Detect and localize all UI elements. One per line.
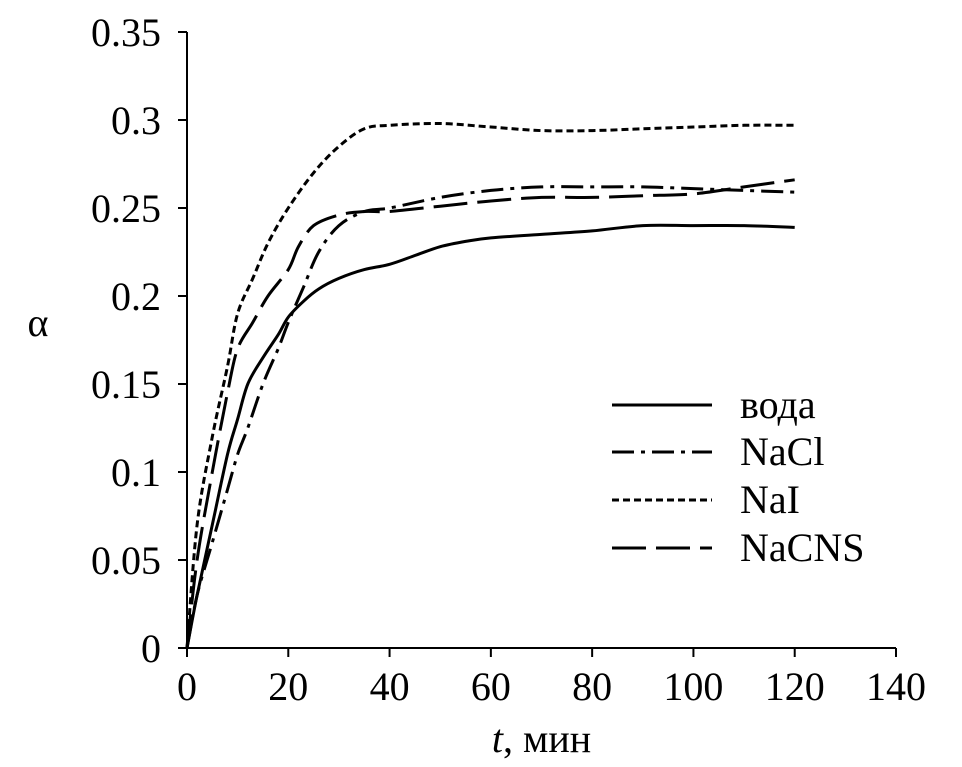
y-tick-label: 0.35 xyxy=(91,10,161,55)
y-tick-label: 0.1 xyxy=(111,450,161,495)
legend-label: NaI xyxy=(740,477,800,522)
x-tick-label: 140 xyxy=(866,664,926,709)
y-tick-label: 0.2 xyxy=(111,274,161,319)
series-layer xyxy=(185,121,795,649)
x-axis-title-variable: t xyxy=(492,716,504,761)
x-axis-title-unit: , мин xyxy=(503,716,591,761)
y-tick-label: 0.05 xyxy=(91,538,161,583)
y-tick-label: 0.25 xyxy=(91,186,161,231)
legend-label: NaCNS xyxy=(740,525,864,570)
x-tick-label: 0 xyxy=(177,664,197,709)
x-tick-label: 80 xyxy=(572,664,612,709)
x-tick-label: 40 xyxy=(370,664,410,709)
y-tick-label: 0.3 xyxy=(111,98,161,143)
legend-label: вода xyxy=(740,382,816,427)
axes: 0 0.05 0.1 0.15 0.2 0.25 0.3 0.35 0 20 40 60 80 100 12… xyxy=(91,10,926,709)
x-tick-label: 60 xyxy=(471,664,511,709)
series-line-NaCNS xyxy=(185,178,795,649)
x-tick-label: 100 xyxy=(663,664,723,709)
series-line-вода xyxy=(185,223,795,649)
y-tick-label: 0.15 xyxy=(91,362,161,407)
x-axis-title: t, мин xyxy=(492,716,591,761)
y-axis-title: α xyxy=(28,300,49,345)
x-tick-label: 120 xyxy=(765,664,825,709)
y-tick-label: 0 xyxy=(141,626,161,671)
series-line-NaCl xyxy=(185,185,795,649)
x-tick-label: 20 xyxy=(268,664,308,709)
legend-label: NaCl xyxy=(740,429,824,474)
